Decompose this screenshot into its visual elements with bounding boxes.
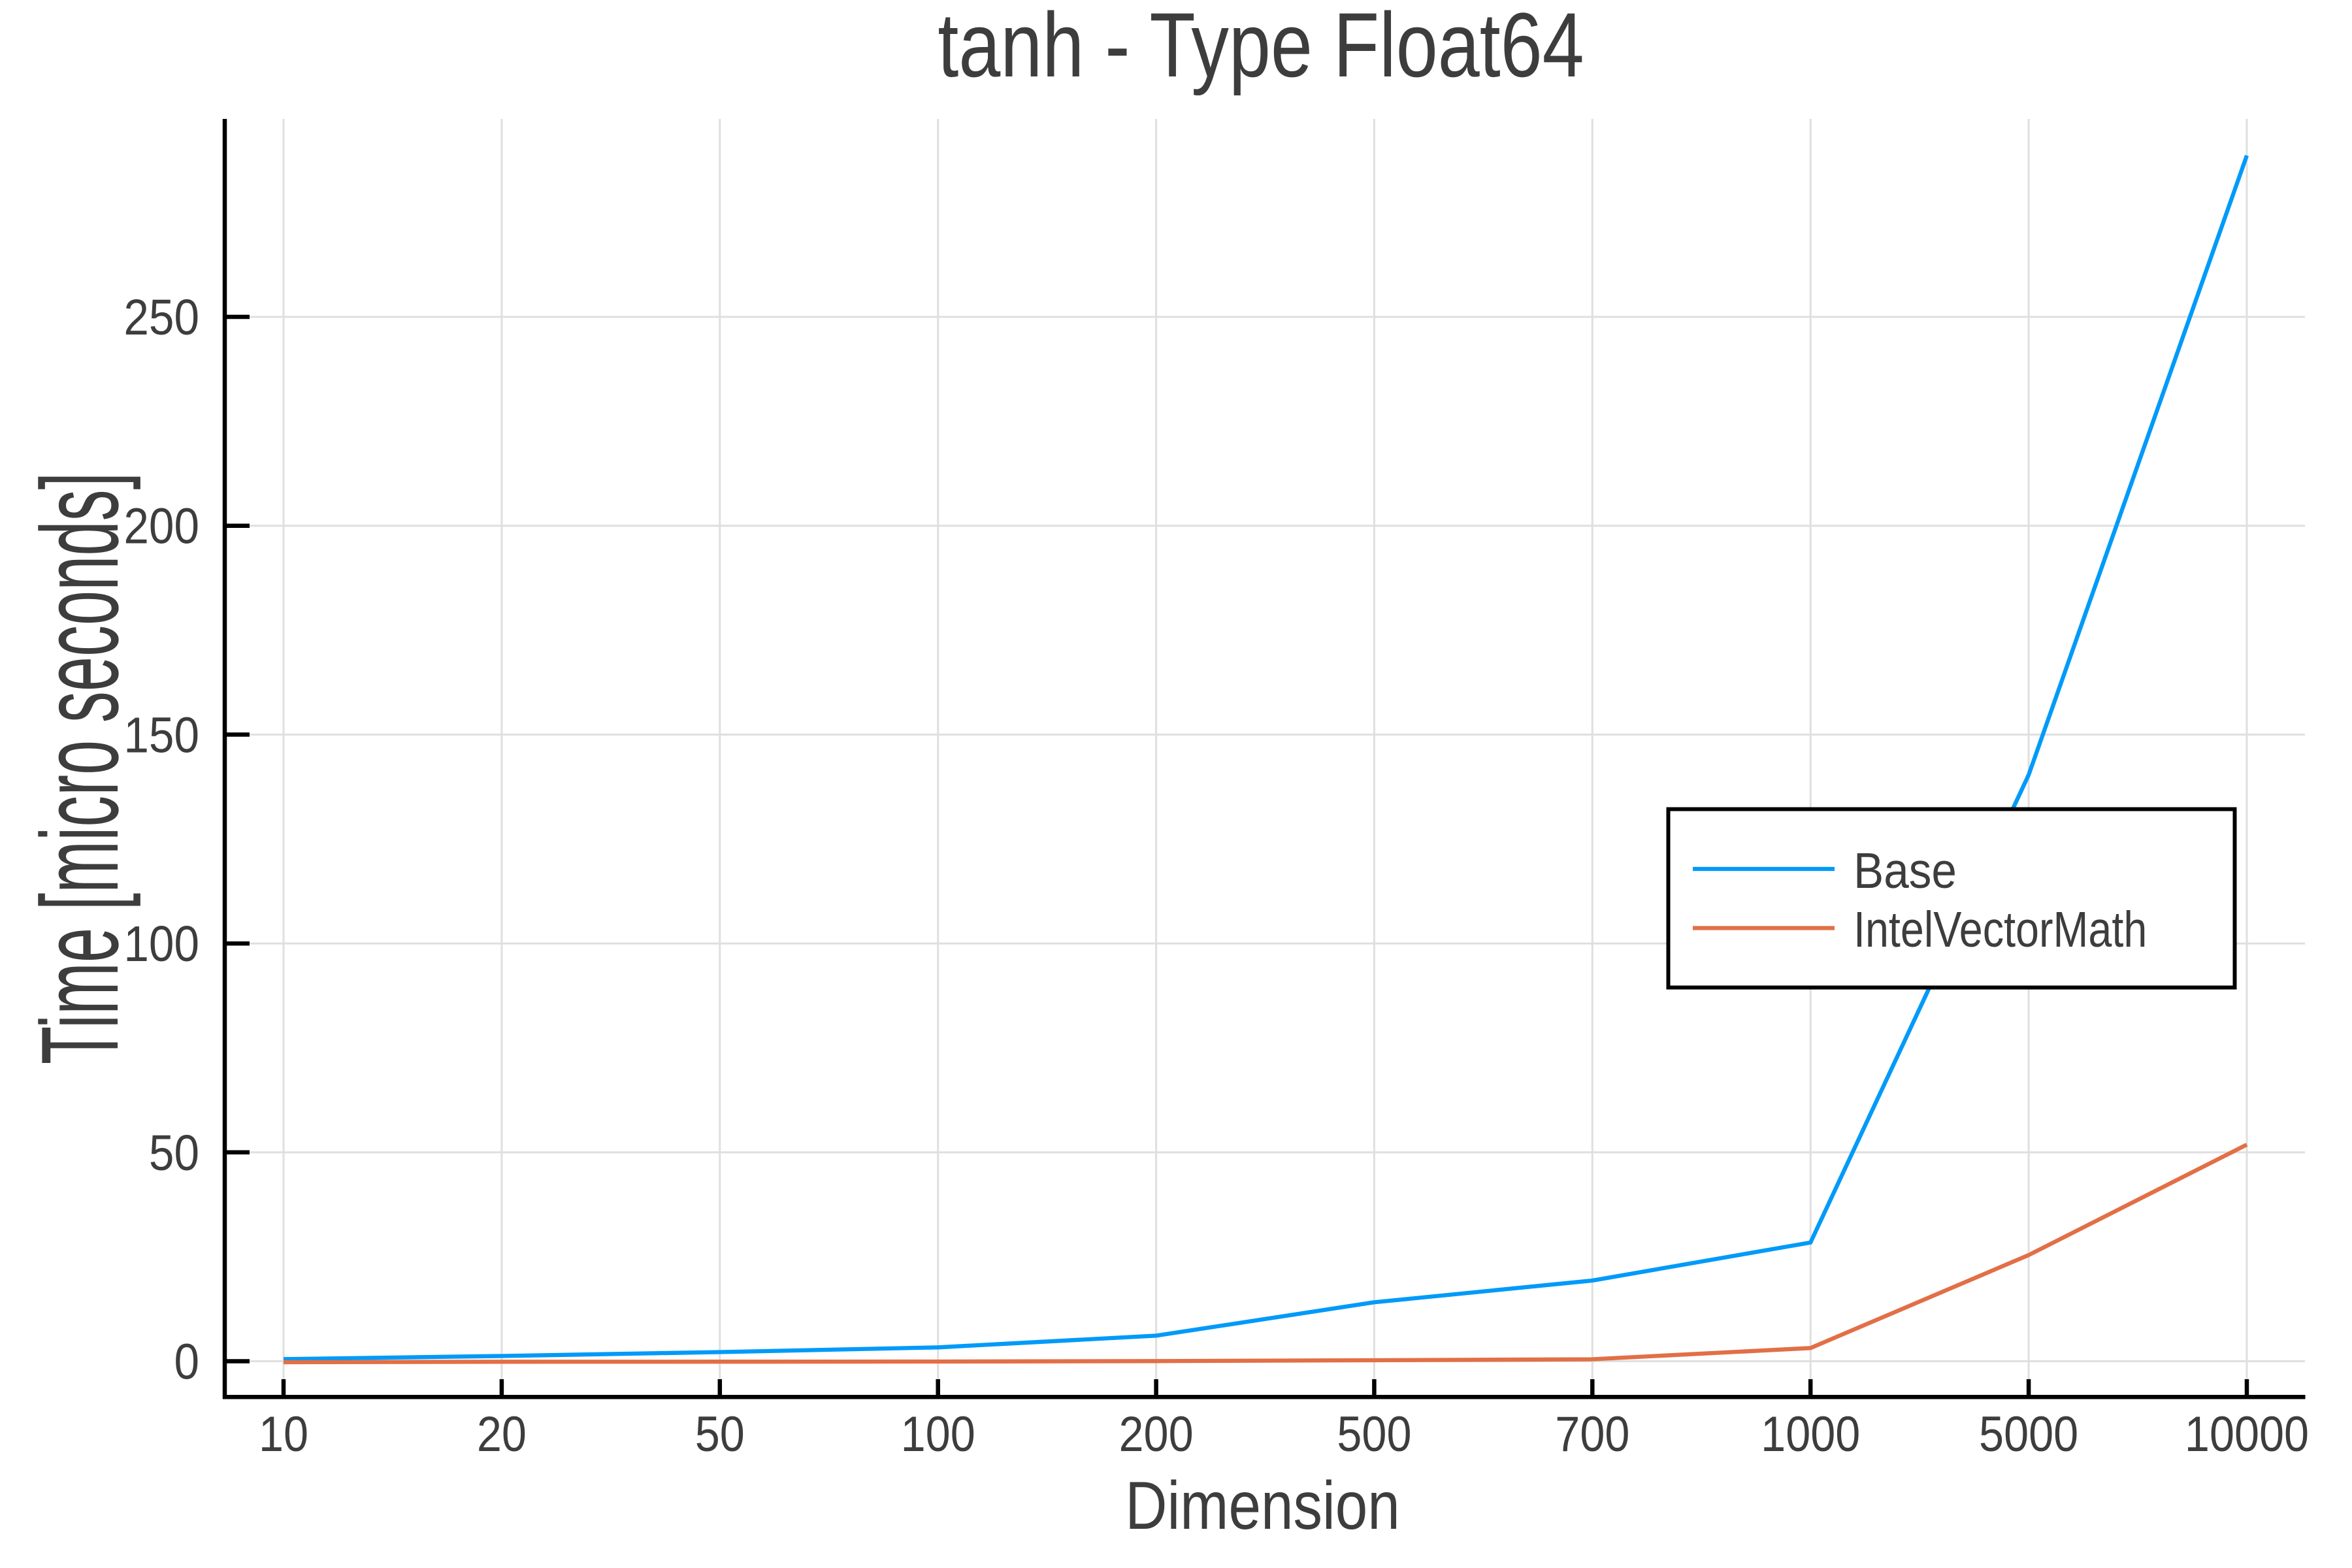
svg-text:Time [micro seconds]: Time [micro seconds] [18, 472, 141, 1064]
svg-text:Dimension: Dimension [1125, 1467, 1400, 1543]
svg-text:tanh - Type Float64: tanh - Type Float64 [938, 0, 1584, 97]
svg-text:IntelVectorMath: IntelVectorMath [1854, 902, 2147, 958]
svg-text:Base: Base [1854, 843, 1957, 899]
svg-text:200: 200 [1119, 1407, 1194, 1462]
svg-text:10: 10 [259, 1407, 308, 1462]
svg-text:10000: 10000 [2185, 1407, 2309, 1462]
svg-text:50: 50 [149, 1124, 199, 1181]
svg-text:20: 20 [477, 1407, 527, 1462]
svg-text:50: 50 [695, 1407, 745, 1462]
svg-text:700: 700 [1555, 1407, 1629, 1462]
svg-text:100: 100 [901, 1407, 975, 1462]
svg-text:200: 200 [123, 498, 199, 554]
svg-text:1000: 1000 [1761, 1407, 1860, 1462]
svg-text:100: 100 [123, 916, 199, 972]
svg-text:5000: 5000 [1979, 1407, 2078, 1462]
svg-text:150: 150 [123, 707, 199, 763]
svg-text:500: 500 [1337, 1407, 1411, 1462]
svg-text:0: 0 [174, 1333, 199, 1390]
svg-text:250: 250 [123, 289, 199, 346]
